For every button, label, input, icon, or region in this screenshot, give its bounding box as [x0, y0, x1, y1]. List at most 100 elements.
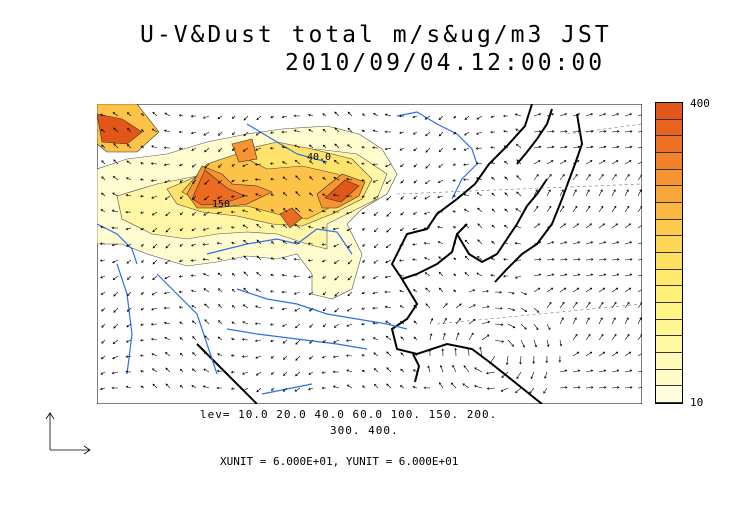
wind-arrow — [217, 288, 223, 293]
wind-arrow — [412, 258, 418, 261]
wind-arrow — [572, 258, 581, 261]
wind-arrow — [559, 223, 567, 229]
wind-arrow — [293, 258, 301, 261]
wind-arrow — [529, 387, 535, 394]
wind-arrow — [140, 354, 145, 358]
wind-arrow — [424, 272, 431, 277]
wind-arrow — [242, 387, 249, 392]
wind-arrow — [453, 257, 457, 261]
wind-arrow — [191, 147, 197, 151]
wind-arrow — [374, 227, 379, 233]
wind-arrow — [333, 243, 340, 248]
wind-arrow — [442, 332, 446, 341]
wind-arrow — [308, 371, 314, 375]
wind-arrow — [400, 179, 405, 184]
wind-arrow — [611, 333, 617, 341]
wind-arrow — [474, 385, 483, 389]
wind-arrow — [468, 319, 476, 325]
wind-arrow — [295, 175, 301, 181]
wind-arrow — [281, 257, 288, 261]
wind-arrow — [452, 163, 457, 166]
wind-arrow — [438, 382, 444, 389]
wind-arrow — [637, 242, 642, 245]
wind-arrow — [585, 287, 593, 293]
wind-arrow — [450, 382, 457, 389]
wind-arrow — [346, 307, 353, 312]
wind-arrow — [231, 179, 236, 183]
wind-arrow — [490, 115, 496, 118]
wind-arrow — [598, 160, 606, 165]
dust-contour-topleft-core — [97, 113, 143, 145]
wind-arrow — [111, 243, 119, 247]
rivers — [97, 111, 478, 395]
wind-arrow — [475, 147, 483, 150]
wind-arrow — [112, 355, 119, 360]
wind-arrow — [476, 115, 483, 120]
wind-arrow — [269, 146, 275, 150]
wind-arrow — [437, 241, 444, 245]
wind-arrow — [231, 147, 236, 152]
wind-arrow — [256, 223, 262, 229]
wind-arrow — [164, 195, 171, 200]
wind-arrow — [384, 275, 392, 279]
wind-arrow — [424, 115, 431, 120]
wind-arrow — [111, 226, 119, 230]
wind-arrow — [202, 227, 210, 231]
wind-arrow — [231, 337, 236, 341]
wind-arrow — [241, 338, 249, 341]
wind-arrow — [204, 179, 210, 185]
wind-arrow — [165, 243, 171, 249]
wind-arrow — [322, 177, 327, 181]
wind-arrow — [281, 161, 288, 165]
wind-arrow — [271, 387, 275, 391]
wind-arrow — [113, 307, 119, 313]
contour-label-150: 150 — [212, 199, 230, 210]
wind-arrow — [216, 369, 223, 373]
wind-arrow — [282, 192, 288, 197]
wind-arrow — [140, 227, 145, 231]
wind-arrow — [332, 355, 340, 359]
wind-arrow — [179, 227, 184, 231]
wind-arrow — [464, 224, 470, 229]
wind-arrow — [203, 195, 210, 201]
wind-arrow — [611, 205, 617, 213]
wind-arrow — [463, 163, 470, 166]
wind-arrow — [179, 179, 184, 183]
wind-arrow — [361, 354, 366, 357]
wind-arrow — [179, 195, 184, 199]
wind-arrow — [347, 275, 353, 281]
wind-arrow — [611, 174, 617, 181]
wind-arrow — [150, 322, 158, 326]
wind-arrow — [361, 195, 366, 198]
wind-arrow — [400, 368, 405, 373]
wind-arrow — [372, 163, 379, 166]
wind-arrow — [100, 129, 106, 133]
wind-arrow — [385, 179, 392, 184]
wind-arrow — [281, 307, 288, 311]
wind-arrow — [624, 333, 630, 341]
wind-arrow — [503, 274, 509, 278]
wind-arrow — [413, 163, 418, 168]
wind-arrow — [503, 258, 509, 261]
wind-arrow — [321, 371, 327, 374]
wind-arrow — [217, 115, 223, 120]
wind-arrow — [520, 323, 527, 330]
wind-arrow — [191, 385, 197, 389]
wind-arrow — [438, 115, 444, 120]
wind-arrow — [152, 111, 158, 117]
wind-arrow — [572, 301, 578, 309]
wind-arrow — [455, 303, 462, 309]
wind-arrow — [452, 210, 457, 213]
wind-arrow — [126, 144, 132, 149]
wind-arrow — [321, 226, 327, 230]
wind-arrow — [598, 369, 607, 373]
wind-arrow — [180, 211, 184, 216]
wind-arrow — [558, 355, 562, 363]
wind-arrow — [308, 291, 314, 295]
wind-arrow — [503, 145, 509, 149]
wind-arrow — [242, 147, 249, 152]
wind-arrow — [100, 225, 106, 229]
wind-arrow — [533, 189, 538, 197]
wind-arrow — [140, 162, 145, 165]
wind-arrow — [429, 333, 433, 341]
